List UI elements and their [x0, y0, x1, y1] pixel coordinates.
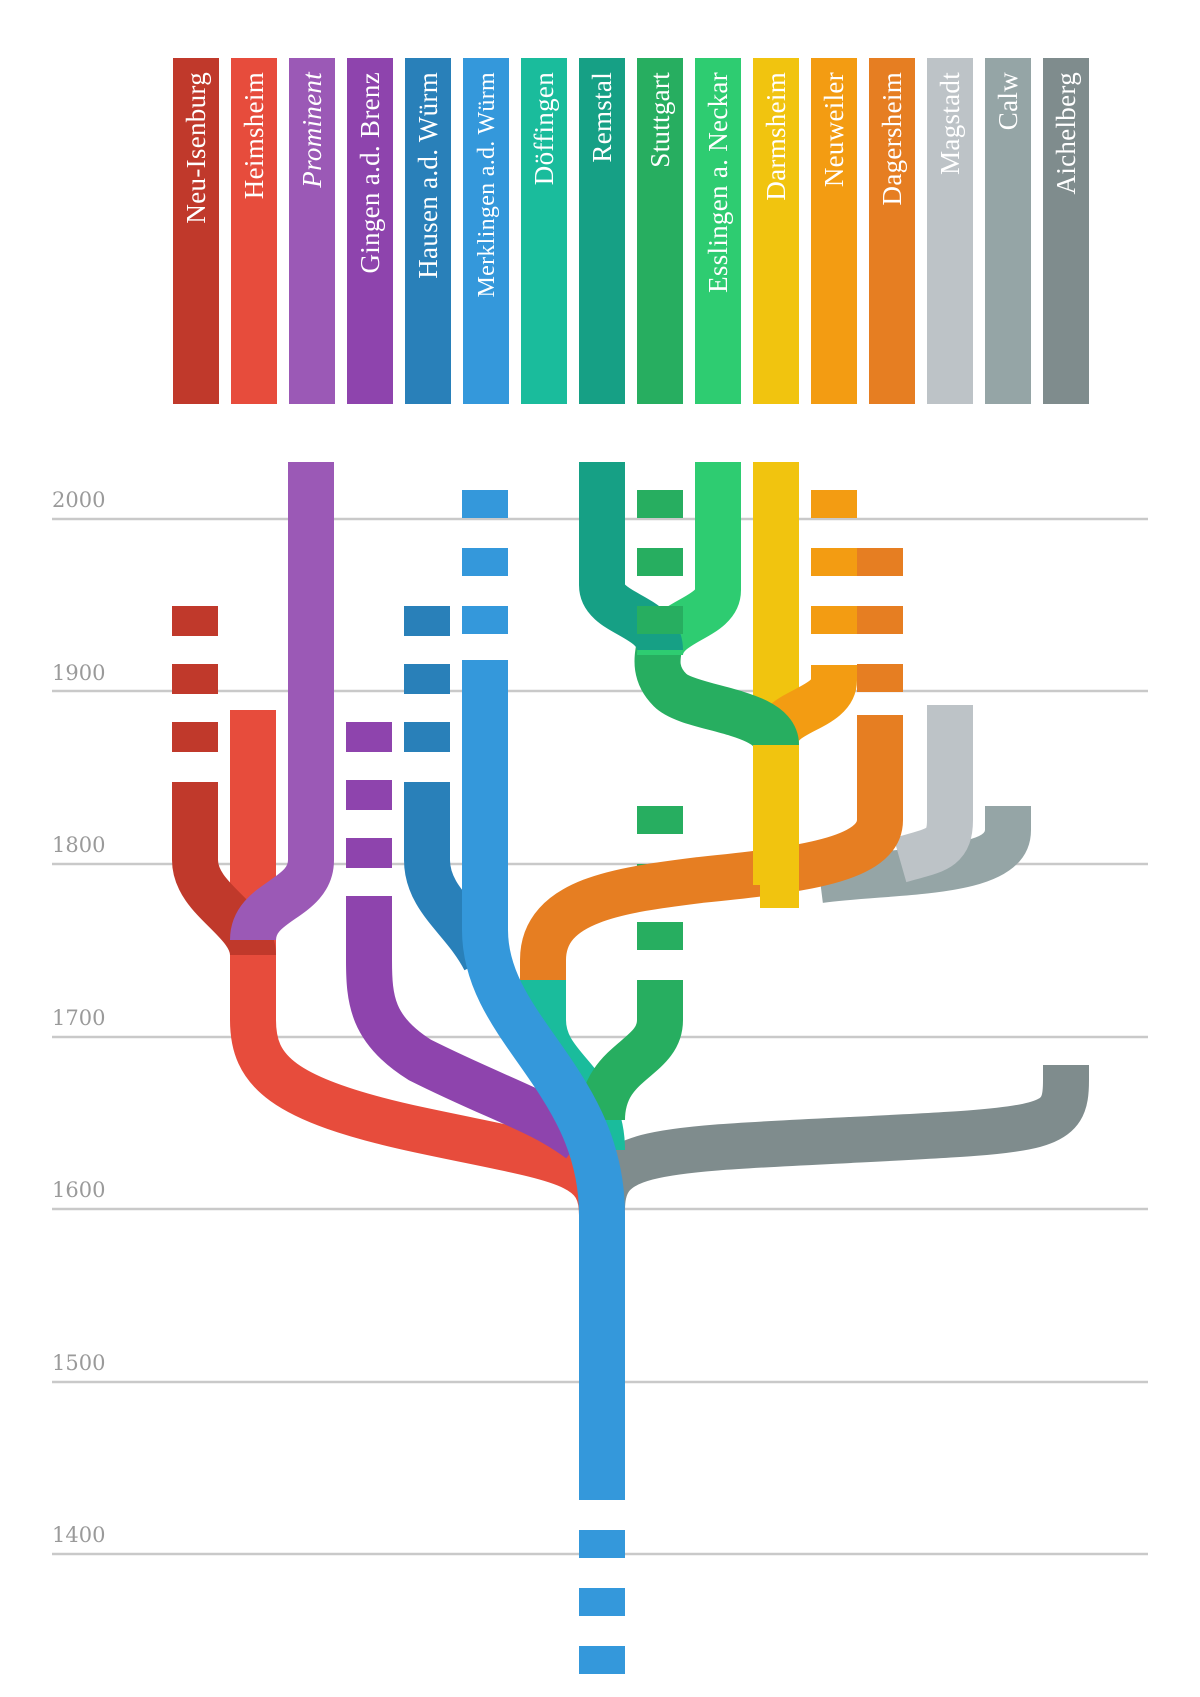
branch-neu-isenburg	[172, 782, 276, 959]
legend-label-darmsheim: Darmsheim	[761, 72, 791, 201]
legend-heimsheim	[231, 58, 277, 404]
branch-stuttgart-lower	[579, 980, 683, 1122]
legend-esslingen	[695, 58, 741, 404]
branch-merklingen-trunk	[462, 660, 625, 1500]
branch-prominent	[230, 462, 334, 943]
dash-hausen-1	[404, 722, 450, 752]
legend-stuttgart	[637, 58, 683, 404]
year-label-1800: 1800	[52, 833, 105, 857]
dash-neu-isenburg-2	[172, 664, 218, 694]
branch-gingen	[346, 896, 594, 1159]
legend-label-stuttgart: Stuttgart	[645, 72, 675, 168]
legend-darmsheim	[753, 58, 799, 404]
legend-calw	[985, 58, 1031, 404]
year-label-1500: 1500	[52, 1351, 105, 1375]
dash-trunk-2	[579, 1588, 625, 1616]
legend-prominent	[289, 58, 335, 404]
dash-stuttgart-5	[637, 490, 683, 518]
legend-doeffingen	[521, 58, 567, 404]
legend-hausen	[405, 58, 451, 404]
legend-merklingen	[463, 58, 509, 404]
legend-magstadt	[927, 58, 973, 404]
dash-stuttgart-1	[637, 922, 683, 950]
legend-label-merklingen: Merklingen a.d. Würm	[474, 72, 500, 298]
dash-merklingen-3	[462, 490, 508, 518]
legend-label-dagersheim: Dagersheim	[877, 72, 907, 205]
legend-dagersheim	[869, 58, 915, 404]
dash-neuweiler-1	[811, 606, 857, 634]
dash-dagersheim-3	[857, 548, 903, 576]
legend-label-hausen: Hausen a.d. Würm	[413, 72, 443, 279]
dash-dagersheim-1	[857, 664, 903, 692]
legend-label-aichelberg: Aichelberg	[1051, 72, 1081, 194]
dash-hausen-3	[404, 606, 450, 636]
legend-label-gingen: Gingen a.d. Brenz	[355, 72, 385, 274]
branch-stuttgart-upper	[634, 637, 799, 750]
year-label-1700: 1700	[52, 1006, 105, 1030]
branch-legend: Neu-Isenburg Heimsheim Prominent Gingen …	[173, 58, 1089, 404]
legend-label-remstal: Remstal	[587, 72, 617, 163]
legend-label-esslingen: Esslingen a. Neckar	[703, 72, 733, 293]
legend-label-neu-isenburg: Neu-Isenburg	[181, 72, 211, 224]
legend-label-doeffingen: Döffingen	[529, 72, 559, 185]
branch-remstal	[579, 462, 683, 654]
dash-neu-isenburg-3	[172, 606, 218, 636]
legend-label-prominent: Prominent	[297, 71, 327, 189]
branch-magstadt	[893, 705, 973, 883]
dash-neu-isenburg-1	[172, 722, 218, 752]
dash-gingen-3	[346, 722, 392, 752]
year-label-1400: 1400	[52, 1523, 105, 1547]
legend-aichelberg	[1043, 58, 1089, 404]
legend-neuweiler	[811, 58, 857, 404]
legend-gingen	[347, 58, 393, 404]
dash-hausen-2	[404, 664, 450, 694]
legend-remstal	[579, 58, 625, 404]
dash-dagersheim-2	[857, 606, 903, 634]
year-label-1900: 1900	[52, 661, 105, 685]
legend-label-heimsheim: Heimsheim	[239, 72, 269, 199]
dash-gingen-2	[346, 780, 392, 810]
dash-merklingen-2	[462, 548, 508, 576]
dash-merklingen-1	[462, 606, 508, 634]
branch-aichelberg	[579, 1065, 1089, 1211]
dash-stuttgart-3	[637, 806, 683, 834]
tree-branches	[172, 462, 1089, 1674]
dash-stuttgart-4	[637, 548, 683, 576]
dash-trunk-1	[579, 1530, 625, 1558]
dash-stuttgart-6	[637, 606, 683, 634]
dash-neuweiler-2	[811, 548, 857, 576]
legend-neu-isenburg	[173, 58, 219, 404]
dash-gingen-1	[346, 838, 392, 868]
dash-trunk-3	[579, 1646, 625, 1674]
branch-dagersheim	[520, 715, 903, 980]
legend-label-calw: Calw	[993, 72, 1023, 130]
legend-label-neuweiler: Neuweiler	[819, 72, 849, 187]
year-label-1600: 1600	[52, 1178, 105, 1202]
year-label-2000: 2000	[52, 488, 105, 512]
dash-neuweiler-3	[811, 490, 857, 518]
branch-darmsheim	[753, 462, 799, 908]
legend-label-magstadt: Magstadt	[935, 72, 965, 175]
